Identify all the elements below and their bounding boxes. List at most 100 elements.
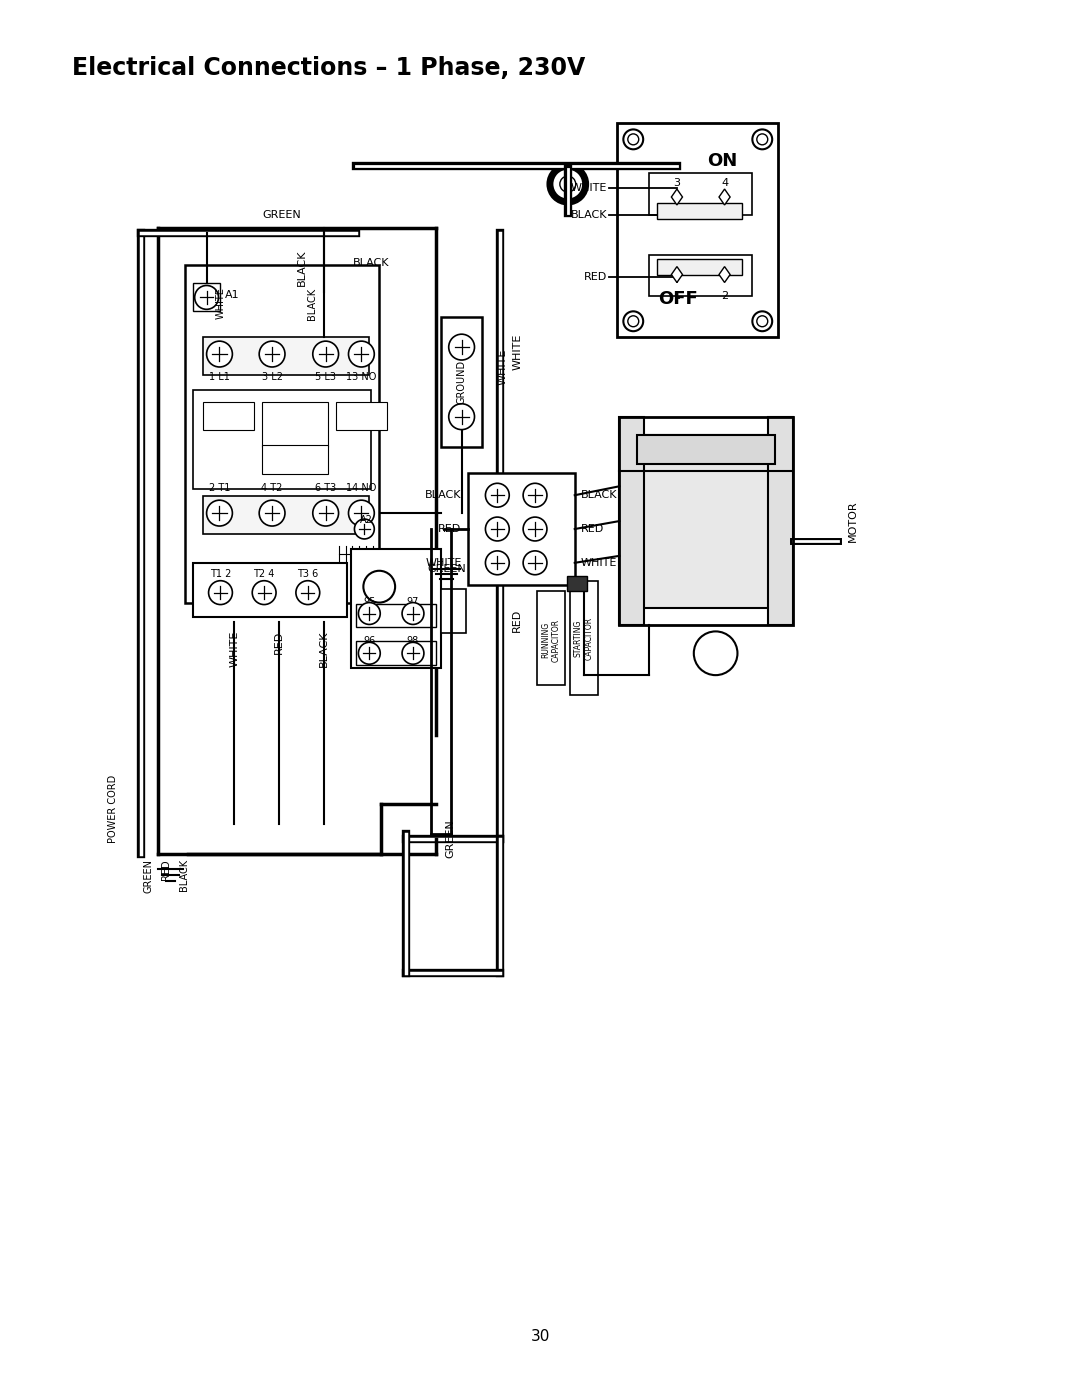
Circle shape <box>523 483 546 507</box>
Text: RED: RED <box>274 630 284 654</box>
Bar <box>336 402 388 430</box>
Circle shape <box>313 341 338 367</box>
Text: WHITE: WHITE <box>571 183 607 193</box>
Circle shape <box>313 500 338 527</box>
Bar <box>356 604 436 627</box>
Text: RUNNING
CAPACITOR: RUNNING CAPACITOR <box>541 619 561 662</box>
Text: BLACK: BLACK <box>353 257 390 268</box>
Circle shape <box>559 176 576 191</box>
Text: 5 L3: 5 L3 <box>315 372 336 381</box>
Text: 2: 2 <box>721 292 728 302</box>
Text: RED: RED <box>581 524 604 534</box>
Circle shape <box>523 517 546 541</box>
Circle shape <box>402 643 424 664</box>
Polygon shape <box>719 267 730 282</box>
Circle shape <box>206 500 232 527</box>
Text: T1 2: T1 2 <box>210 569 231 578</box>
Bar <box>768 416 793 626</box>
Bar <box>441 317 483 447</box>
Bar <box>649 173 753 215</box>
Text: WHITE: WHITE <box>426 557 461 567</box>
Text: BLACK: BLACK <box>307 288 316 320</box>
Circle shape <box>693 631 738 675</box>
Bar <box>637 434 775 464</box>
Circle shape <box>194 285 218 309</box>
Text: RED: RED <box>512 609 523 631</box>
Text: T3 6: T3 6 <box>297 569 319 578</box>
Text: 4 T2: 4 T2 <box>261 483 283 493</box>
Circle shape <box>623 312 644 331</box>
Text: WHITE: WHITE <box>229 630 240 666</box>
Text: ON: ON <box>706 152 737 170</box>
Text: RED: RED <box>584 271 607 282</box>
Circle shape <box>208 581 232 605</box>
Bar <box>618 123 779 337</box>
Text: GREEN: GREEN <box>143 859 153 893</box>
Text: 3: 3 <box>674 179 680 189</box>
Text: BLACK: BLACK <box>297 250 307 286</box>
Circle shape <box>359 643 380 664</box>
Bar <box>192 563 347 617</box>
Text: 14 NO: 14 NO <box>347 483 377 493</box>
Bar <box>356 641 436 665</box>
Text: POWER CORD: POWER CORD <box>108 774 119 842</box>
Circle shape <box>349 500 375 527</box>
Circle shape <box>259 500 285 527</box>
Circle shape <box>296 581 320 605</box>
Text: 4: 4 <box>721 179 728 189</box>
Bar <box>262 402 327 447</box>
Bar <box>441 588 465 633</box>
Circle shape <box>259 341 285 367</box>
Bar <box>468 474 575 585</box>
Circle shape <box>753 130 772 149</box>
Text: BLACK: BLACK <box>179 859 189 891</box>
Text: 2 T1: 2 T1 <box>208 483 230 493</box>
Bar <box>657 258 742 275</box>
Text: STARTING
CAPACITOR: STARTING CAPACITOR <box>573 617 593 659</box>
Circle shape <box>206 341 232 367</box>
Bar <box>620 416 644 626</box>
Text: GREEN: GREEN <box>262 210 301 219</box>
Bar <box>649 254 753 296</box>
Circle shape <box>523 550 546 574</box>
Polygon shape <box>672 267 683 282</box>
Circle shape <box>363 571 395 602</box>
Text: WHITE: WHITE <box>581 557 617 567</box>
Text: 96: 96 <box>363 637 376 647</box>
Text: 97: 97 <box>407 597 419 606</box>
Text: GREEN: GREEN <box>446 819 456 858</box>
Circle shape <box>402 602 424 624</box>
Text: A1: A1 <box>225 291 239 300</box>
Bar <box>537 591 565 685</box>
Bar <box>657 203 742 219</box>
Polygon shape <box>719 189 730 205</box>
Circle shape <box>349 341 375 367</box>
Text: Electrical Connections – 1 Phase, 230V: Electrical Connections – 1 Phase, 230V <box>71 56 585 80</box>
Text: BLACK: BLACK <box>581 490 617 500</box>
Circle shape <box>485 483 510 507</box>
Text: 13 NO: 13 NO <box>347 372 377 381</box>
Bar <box>185 264 379 602</box>
Circle shape <box>627 316 638 327</box>
Text: GROUND: GROUND <box>457 360 467 404</box>
Text: A2: A2 <box>360 515 373 525</box>
Circle shape <box>550 166 585 203</box>
Circle shape <box>359 602 380 624</box>
Text: RED: RED <box>438 524 461 534</box>
Text: RED: RED <box>161 859 171 880</box>
Text: 95: 95 <box>363 597 376 606</box>
Text: BLACK: BLACK <box>319 630 328 666</box>
Bar <box>192 390 372 489</box>
Bar <box>192 284 220 312</box>
Circle shape <box>485 517 510 541</box>
Circle shape <box>253 581 276 605</box>
Text: 3 L2: 3 L2 <box>261 372 283 381</box>
Bar <box>567 576 586 591</box>
Text: GREEN: GREEN <box>428 564 467 574</box>
Polygon shape <box>672 189 683 205</box>
Bar <box>570 581 597 696</box>
Bar <box>620 416 793 626</box>
Text: 1: 1 <box>674 292 680 302</box>
Circle shape <box>448 334 474 360</box>
Text: 6 T3: 6 T3 <box>315 483 336 493</box>
